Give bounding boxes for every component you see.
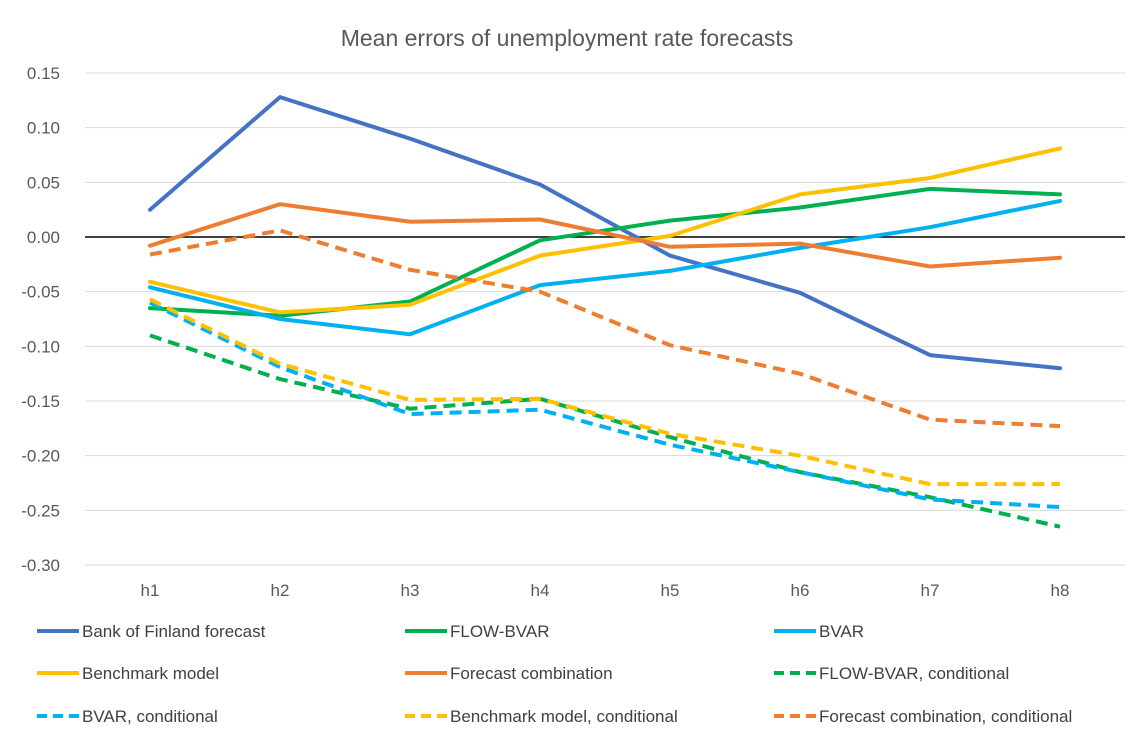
x-tick-label: h3 — [401, 581, 420, 600]
legend-item: FLOW-BVAR, conditional — [774, 664, 1009, 683]
series-line-9 — [149, 228, 1061, 429]
x-tick-label: h1 — [141, 581, 160, 600]
x-tick-label: h6 — [791, 581, 810, 600]
legend-label: FLOW-BVAR, conditional — [819, 664, 1009, 683]
y-tick-label: -0.30 — [21, 556, 60, 575]
y-axis: 0.15 0.10 0.05 0.00 -0.05 -0.10 -0.15 -0.20 -0.2… — [21, 64, 60, 575]
x-tick-label: h8 — [1051, 581, 1070, 600]
y-tick-label: 0.00 — [27, 228, 60, 247]
series-line-7 — [149, 300, 1061, 510]
legend-item: Benchmark model, conditional — [405, 707, 678, 726]
y-tick-label: 0.15 — [27, 64, 60, 83]
legend-label: Forecast combination — [450, 664, 613, 683]
legend-label: FLOW-BVAR — [450, 622, 550, 641]
legend-item: Forecast combination, conditional — [774, 707, 1072, 726]
y-tick-label: 0.10 — [27, 119, 60, 138]
y-tick-label: -0.15 — [21, 392, 60, 411]
x-tick-label: h4 — [531, 581, 550, 600]
y-tick-label: -0.20 — [21, 447, 60, 466]
legend-label: BVAR — [819, 622, 864, 641]
legend-label: BVAR, conditional — [82, 707, 218, 726]
x-axis: h1 h2 h3 h4 h5 h6 h7 h8 — [141, 581, 1070, 600]
series-line-3 — [148, 198, 1062, 337]
y-tick-label: -0.05 — [21, 283, 60, 302]
legend-item: Benchmark model — [37, 664, 219, 683]
x-tick-label: h2 — [271, 581, 290, 600]
legend-item: Forecast combination — [405, 664, 613, 683]
x-tick-label: h7 — [921, 581, 940, 600]
series-line-8 — [149, 297, 1060, 487]
y-tick-label: 0.05 — [27, 173, 60, 192]
series-line-5 — [148, 202, 1062, 269]
legend-item: BVAR, conditional — [37, 707, 218, 726]
legend-label: Benchmark model — [82, 664, 219, 683]
legend-item: Bank of Finland forecast — [37, 622, 266, 641]
series-lines — [148, 95, 1062, 529]
series-line-1 — [148, 95, 1062, 371]
y-tick-label: -0.10 — [21, 337, 60, 356]
legend-label: Bank of Finland forecast — [82, 622, 266, 641]
y-tick-label: -0.25 — [21, 501, 60, 520]
series-line-2 — [148, 186, 1062, 318]
legend-item: FLOW-BVAR — [405, 622, 550, 641]
legend-label: Forecast combination, conditional — [819, 707, 1072, 726]
chart-title: Mean errors of unemployment rate forecas… — [341, 25, 794, 51]
legend: Bank of Finland forecast FLOW-BVAR BVAR Ben… — [37, 622, 1072, 726]
series-line-4 — [148, 146, 1062, 315]
gridlines — [85, 72, 1125, 566]
x-tick-label: h5 — [661, 581, 680, 600]
series-line-6 — [149, 333, 1061, 529]
legend-item: BVAR — [774, 622, 864, 641]
legend-label: Benchmark model, conditional — [450, 707, 678, 726]
